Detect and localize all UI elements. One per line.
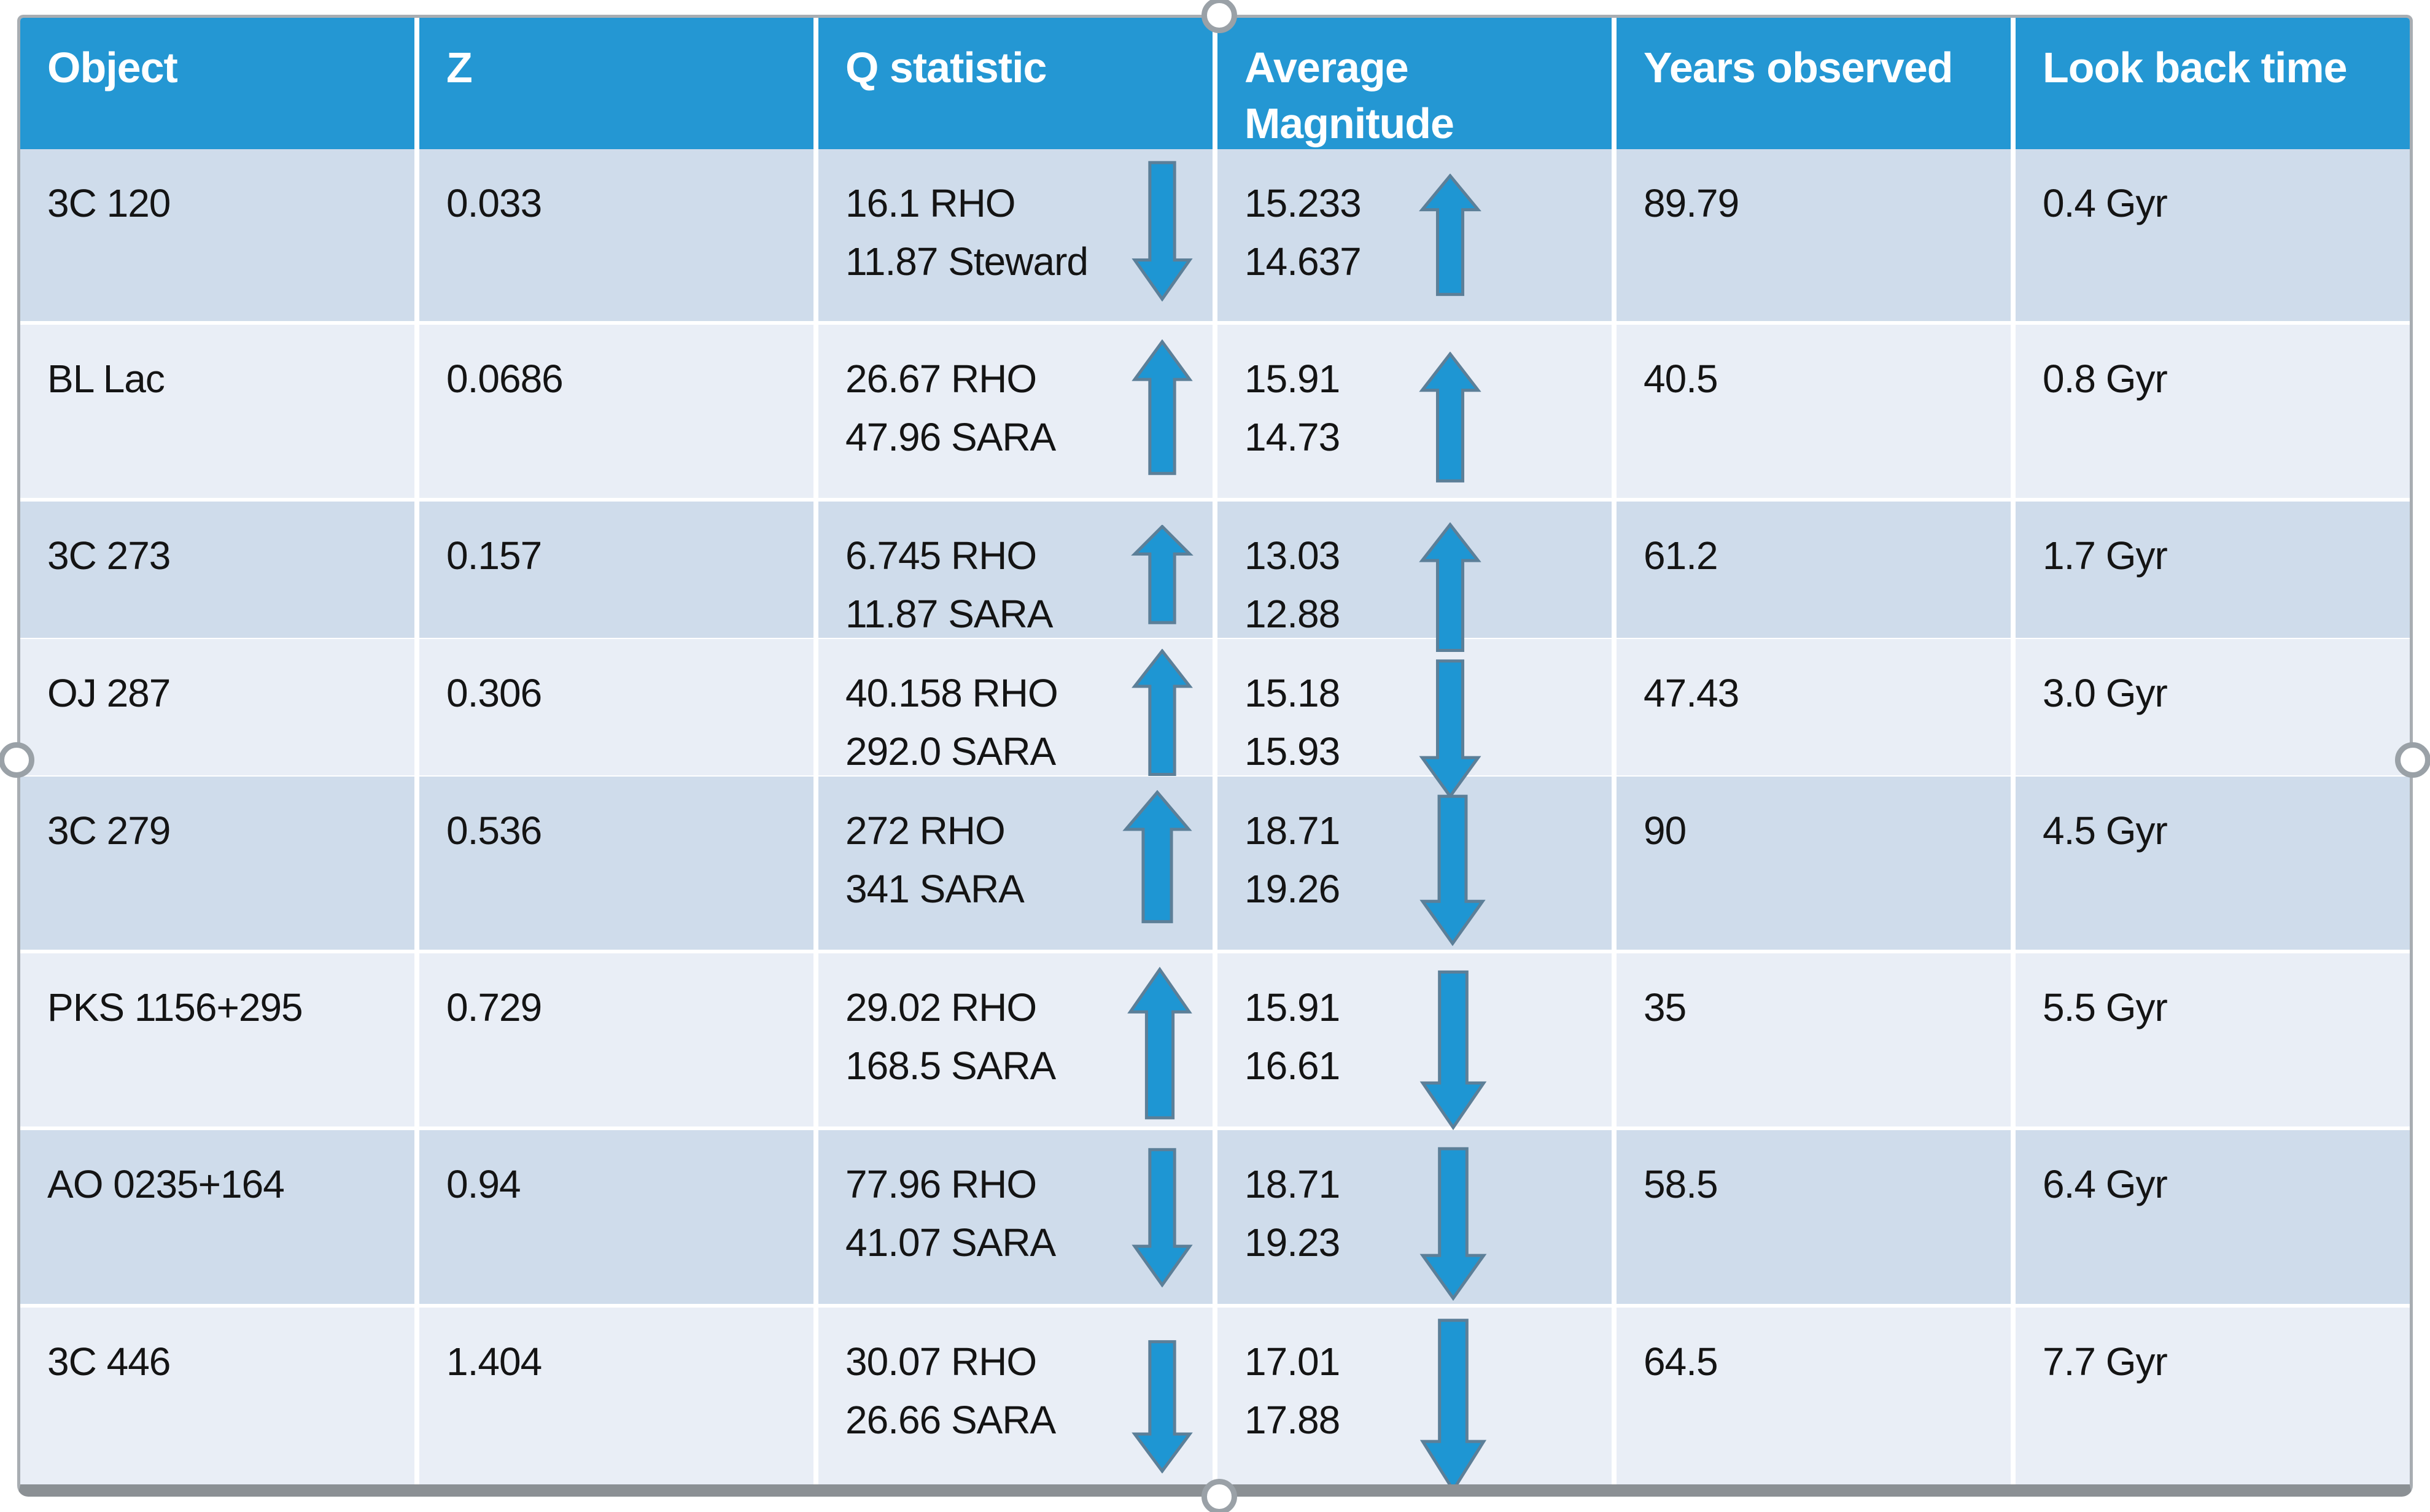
cell-z: 0.306	[419, 639, 813, 775]
cell-object: 3C 279	[20, 777, 414, 950]
cell-q-statistic: 272 RHO 341 SARA	[818, 777, 1213, 950]
cell-average-magnitude: 18.71 19.23	[1217, 1130, 1612, 1304]
trend-down-icon	[1415, 1317, 1491, 1484]
trend-up-icon	[1128, 649, 1197, 777]
cell-z: 0.729	[419, 953, 813, 1126]
cell-object: 3C 273	[20, 502, 414, 638]
cell-q-statistic: 16.1 RHO 11.87 Steward	[818, 149, 1213, 321]
cell-years-observed: 89.79	[1617, 149, 2011, 321]
cell-q-statistic: 29.02 RHO 168.5 SARA	[818, 953, 1213, 1126]
cell-object: OJ 287	[20, 639, 414, 775]
cell-object: AO 0235+164	[20, 1130, 414, 1304]
table-row: AO 0235+164 0.94 77.96 RHO 41.07 SARA 18…	[20, 1130, 2410, 1304]
cell-average-magnitude: 18.71 19.26	[1217, 777, 1612, 950]
cell-look-back-time: 0.4 Gyr	[2016, 149, 2410, 321]
cell-years-observed: 61.2	[1617, 502, 2011, 638]
cell-average-magnitude: 17.01 17.88	[1217, 1308, 1612, 1484]
trend-down-icon	[1415, 659, 1485, 799]
column-header-q-statistic: Q statistic	[818, 18, 1213, 152]
column-header-look-back-time: Look back time	[2016, 18, 2410, 152]
cell-q-statistic: 30.07 RHO 26.66 SARA	[818, 1308, 1213, 1484]
cell-look-back-time: 3.0 Gyr	[2016, 639, 2410, 775]
cell-look-back-time: 7.7 Gyr	[2016, 1308, 2410, 1484]
table-row: OJ 287 0.306 40.158 RHO 292.0 SARA 15.18…	[20, 639, 2410, 773]
cell-look-back-time: 0.8 Gyr	[2016, 325, 2410, 498]
cell-look-back-time: 5.5 Gyr	[2016, 953, 2410, 1126]
resize-handle-left[interactable]	[0, 742, 34, 778]
table-frame: Object Z Q statistic Average Magnitude Y…	[17, 15, 2413, 1497]
cell-z: 0.033	[419, 149, 813, 321]
resize-handle-right[interactable]	[2395, 742, 2430, 778]
cell-years-observed: 64.5	[1617, 1308, 2011, 1484]
table-header-row: Object Z Q statistic Average Magnitude Y…	[20, 18, 2410, 152]
cell-z: 1.404	[419, 1308, 813, 1484]
cell-look-back-time: 6.4 Gyr	[2016, 1130, 2410, 1304]
cell-object: BL Lac	[20, 325, 414, 498]
cell-look-back-time: 4.5 Gyr	[2016, 777, 2410, 950]
cell-object: PKS 1156+295	[20, 953, 414, 1126]
cell-q-statistic: 26.67 RHO 47.96 SARA	[818, 325, 1213, 498]
cell-q-statistic: 40.158 RHO 292.0 SARA	[818, 639, 1213, 775]
trend-up-icon	[1118, 790, 1197, 924]
cell-average-magnitude: 13.03 12.88	[1217, 502, 1612, 638]
cell-average-magnitude: 15.91 16.61	[1217, 953, 1612, 1126]
cell-z: 0.94	[419, 1130, 813, 1304]
cell-q-statistic: 77.96 RHO 41.07 SARA	[818, 1130, 1213, 1304]
cell-object: 3C 446	[20, 1308, 414, 1484]
trend-down-icon	[1415, 794, 1490, 946]
trend-up-icon	[1128, 525, 1197, 624]
column-header-z: Z	[419, 18, 813, 152]
trend-down-icon	[1128, 1147, 1197, 1287]
trend-up-icon	[1415, 174, 1485, 297]
cell-years-observed: 35	[1617, 953, 2011, 1126]
cell-z: 0.0686	[419, 325, 813, 498]
cell-object: 3C 120	[20, 149, 414, 321]
trend-down-icon	[1415, 1146, 1491, 1301]
column-header-object: Object	[20, 18, 414, 152]
cell-z: 0.536	[419, 777, 813, 950]
cell-look-back-time: 1.7 Gyr	[2016, 502, 2410, 638]
column-header-years-observed: Years observed	[1617, 18, 2011, 152]
trend-up-icon	[1415, 522, 1485, 653]
table-row: 3C 273 0.157 6.745 RHO 11.87 SARA 13.03 …	[20, 502, 2410, 635]
cell-z: 0.157	[419, 502, 813, 638]
trend-up-icon	[1128, 339, 1197, 476]
cell-q-statistic: 6.745 RHO 11.87 SARA	[818, 502, 1213, 638]
trend-down-icon	[1415, 969, 1491, 1130]
trend-down-icon	[1128, 160, 1197, 301]
table-row: 3C 120 0.033 16.1 RHO 11.87 Steward 15.2…	[20, 149, 2410, 321]
column-header-average-magnitude: Average Magnitude	[1217, 18, 1612, 152]
cell-average-magnitude: 15.91 14.73	[1217, 325, 1612, 498]
cell-years-observed: 47.43	[1617, 639, 2011, 775]
cell-years-observed: 58.5	[1617, 1130, 2011, 1304]
table-row: 3C 279 0.536 272 RHO 341 SARA 18.71 19.2…	[20, 777, 2410, 950]
table-row: PKS 1156+295 0.729 29.02 RHO 168.5 SARA …	[20, 953, 2410, 1126]
cell-years-observed: 40.5	[1617, 325, 2011, 498]
trend-up-icon	[1415, 352, 1485, 483]
cell-years-observed: 90	[1617, 777, 2011, 950]
table-row: BL Lac 0.0686 26.67 RHO 47.96 SARA 15.91…	[20, 325, 2410, 498]
trend-down-icon	[1128, 1339, 1197, 1473]
cell-average-magnitude: 15.233 14.637	[1217, 149, 1612, 321]
resize-handle-bottom[interactable]	[1201, 1479, 1237, 1512]
resize-handle-top[interactable]	[1201, 0, 1237, 33]
table-body: 3C 120 0.033 16.1 RHO 11.87 Steward 15.2…	[20, 149, 2410, 1484]
trend-up-icon	[1123, 967, 1197, 1120]
cell-average-magnitude: 15.18 15.93	[1217, 639, 1612, 775]
table-row: 3C 446 1.404 30.07 RHO 26.66 SARA 17.01 …	[20, 1308, 2410, 1484]
